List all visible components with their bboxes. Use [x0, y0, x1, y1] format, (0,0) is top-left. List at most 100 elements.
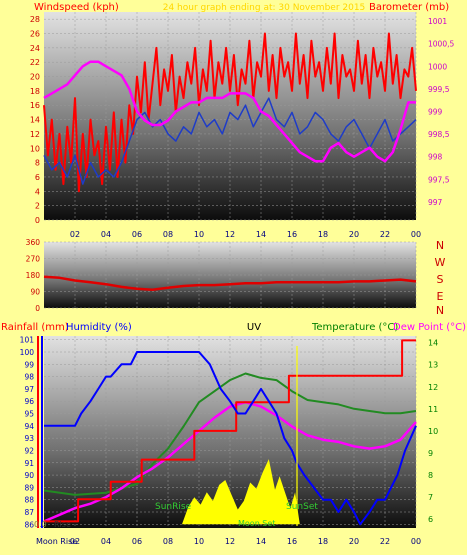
direction-tick-label: 0 — [35, 304, 40, 313]
direction-series — [43, 275, 417, 291]
wind-x-tick-label: 06 — [132, 230, 142, 239]
windspeed-axis-title: Windspeed (kph) — [34, 2, 119, 13]
wind-series — [43, 32, 417, 193]
compass-n-top: N — [436, 239, 444, 252]
chart-title: 24 hour graph ending at: 30 November 201… — [163, 3, 366, 13]
barometer-tick-label: 1001 — [428, 17, 447, 26]
uv-area — [182, 459, 300, 525]
barometer-y-ticks: 997 997,5 998 998,5 999 999,5 1000 1000,5 1001 — [428, 17, 454, 207]
direction-tick-label: 90 — [30, 288, 40, 297]
temperature-tick-label: 13 — [428, 361, 438, 370]
barometer-tick-label: 998 — [428, 153, 443, 162]
compass-e: E — [437, 290, 444, 303]
humidity-tick-label: 96 — [24, 397, 34, 406]
humidity-tick-label: 97 — [24, 385, 34, 394]
humidity-x-tick-label: 20 — [349, 537, 359, 546]
moonset-label: Moon Set — [238, 519, 275, 528]
barometer-tick-label: 999 — [428, 107, 443, 116]
humidity-x-tick-label: 12 — [225, 537, 235, 546]
humidity-x-ticks: 02 04 06 08 10 12 14 16 18 20 22 00 — [70, 537, 421, 546]
temperature-y-ticks: 6 7 8 9 10 11 12 13 14 — [428, 339, 438, 525]
sunset-label: SunSet — [286, 502, 318, 512]
humidity-line — [44, 351, 417, 526]
windspeed-tick-label: 26 — [30, 30, 40, 39]
wind-x-tick-label: 12 — [225, 230, 235, 239]
wind-gridlines — [44, 12, 417, 221]
temperature-tick-label: 9 — [428, 449, 433, 458]
humidity-tick-label: 94 — [24, 422, 34, 431]
humidity-tick-label: 92 — [24, 446, 34, 455]
temperature-tick-label: 10 — [428, 427, 438, 436]
windspeed-tick-label: 8 — [35, 159, 40, 168]
windspeed-tick-label: 22 — [30, 58, 40, 67]
windspeed-tick-label: 28 — [30, 15, 40, 24]
direction-gridlines — [44, 241, 417, 309]
barometer-line — [43, 60, 416, 163]
wind-average-line — [43, 97, 417, 185]
windspeed-line — [43, 32, 417, 193]
barometer-tick-label: 1000 — [428, 62, 447, 71]
wind-x-tick-label: 02 — [70, 230, 80, 239]
wind-x-tick-label: 22 — [380, 230, 390, 239]
wind-x-tick-label: 18 — [318, 230, 328, 239]
temperature-tick-label: 12 — [428, 383, 438, 392]
direction-tick-label: 360 — [26, 238, 41, 247]
humidity-x-tick-label: 10 — [194, 537, 204, 546]
direction-y-ticks: 0 90 180 270 360 — [26, 238, 41, 313]
temperature-tick-label: 7 — [428, 493, 433, 502]
humidity-x-tick-label: 02 — [70, 537, 80, 546]
temperature-tick-label: 14 — [428, 339, 438, 348]
humidity-x-tick-label: 08 — [163, 537, 173, 546]
humidity-tick-label: 98 — [24, 373, 34, 382]
compass-s: S — [437, 273, 444, 286]
temperature-tick-label: 11 — [428, 405, 438, 414]
barometer-tick-label: 1000,5 — [428, 40, 454, 49]
uv-axis-title: UV — [247, 322, 261, 333]
windspeed-tick-label: 12 — [30, 130, 40, 139]
compass-n-bottom: N — [436, 304, 444, 317]
wind-x-tick-label: 20 — [349, 230, 359, 239]
compass-w: W — [435, 256, 446, 269]
uv-zero-label: 0.0 — [34, 520, 47, 529]
windspeed-tick-label: 0 — [35, 216, 40, 225]
barometer-tick-label: 999,5 — [428, 85, 450, 94]
humidity-y-ticks: 86 87 88 89 90 91 92 93 94 95 96 97 98 99 100 101 — [20, 336, 35, 530]
barometer-tick-label: 997,5 — [428, 175, 450, 184]
windspeed-tick-label: 4 — [35, 187, 40, 196]
windspeed-tick-label: 10 — [30, 144, 40, 153]
wind-direction-line — [43, 275, 417, 291]
barometer-tick-label: 997 — [428, 198, 443, 207]
humidity-x-tick-label: 14 — [256, 537, 266, 546]
windspeed-tick-label: 20 — [30, 73, 40, 82]
moon-rise-label: Moon Rise — [36, 537, 77, 546]
direction-tick-label: 180 — [26, 271, 41, 280]
compass-labels: N W S E N — [435, 239, 446, 317]
wind-x-tick-label: 00 — [411, 230, 421, 239]
temperature-tick-label: 8 — [428, 471, 433, 480]
humidity-tick-label: 90 — [24, 471, 34, 480]
uv-rise-label: Rise — [54, 520, 71, 529]
rainfall-line — [44, 339, 416, 523]
wind-x-tick-label: 10 — [194, 230, 204, 239]
humidity-tick-label: 89 — [24, 483, 34, 492]
humidity-x-tick-label: 18 — [318, 537, 328, 546]
humidity-series — [43, 339, 417, 526]
direction-tick-label: 270 — [26, 255, 41, 264]
windspeed-tick-label: 14 — [30, 116, 40, 125]
wind-x-tick-label: 04 — [101, 230, 111, 239]
temperature-tick-label: 6 — [428, 515, 433, 524]
humidity-x-tick-label: 00 — [411, 537, 421, 546]
humidity-axis-title: Humidity (%) — [66, 322, 132, 333]
windspeed-tick-label: 16 — [30, 101, 40, 110]
temperature-axis-title: Temperature (°C) — [311, 322, 398, 333]
barometer-tick-label: 998,5 — [428, 130, 450, 139]
windspeed-tick-label: 6 — [35, 173, 40, 182]
humidity-tick-label: 91 — [24, 459, 34, 468]
wind-x-tick-label: 08 — [163, 230, 173, 239]
humidity-tick-label: 101 — [20, 336, 35, 345]
humidity-x-tick-label: 22 — [380, 537, 390, 546]
wind-x-tick-label: 14 — [256, 230, 266, 239]
humidity-tick-label: 95 — [24, 410, 34, 419]
